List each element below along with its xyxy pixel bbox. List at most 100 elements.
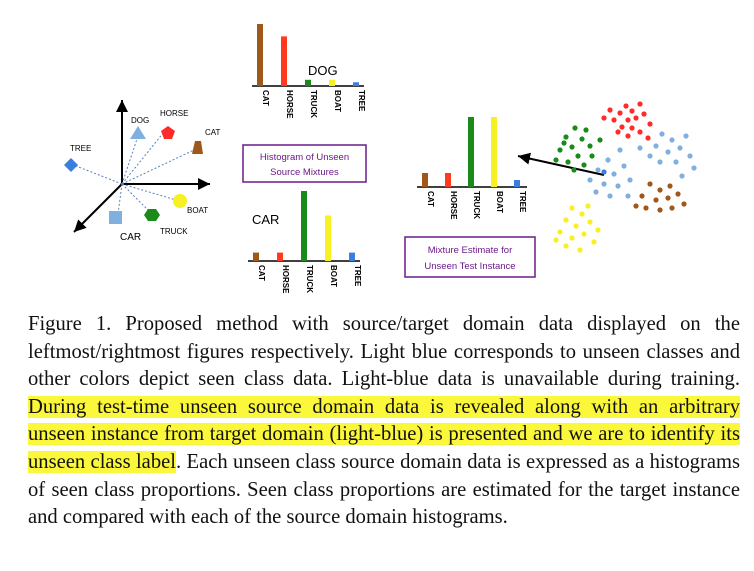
scatter-point-lightblue bbox=[615, 183, 621, 189]
scatter-point-green bbox=[561, 140, 567, 146]
scatter-point-green bbox=[563, 134, 569, 140]
scatter-point-lightblue bbox=[621, 163, 627, 169]
scatter-point-lightblue bbox=[669, 137, 675, 143]
histogram_bottom-bar-horse bbox=[277, 252, 283, 261]
scatter-point-lightblue bbox=[637, 145, 643, 151]
scatter-point-green bbox=[557, 147, 563, 153]
scatter-point-lightblue bbox=[677, 145, 683, 151]
scatter-point-lightblue bbox=[657, 159, 663, 165]
scatter-point-lightblue bbox=[607, 193, 613, 199]
scatter-point-brown bbox=[665, 195, 671, 201]
scatter-point-green bbox=[572, 125, 578, 131]
scatter-point-red bbox=[645, 135, 651, 141]
vector-boat bbox=[121, 183, 177, 201]
histogram-dog-title: DOG bbox=[308, 63, 338, 78]
label-dog: DOG bbox=[131, 116, 149, 125]
scatter-point-red bbox=[641, 111, 647, 117]
histogram_top-bar-truck bbox=[305, 79, 311, 86]
scatter-point-green bbox=[583, 127, 589, 133]
histogram_bottom-bar-truck bbox=[301, 191, 307, 261]
target-instance-arrow bbox=[517, 152, 605, 176]
scatter-point-yellow bbox=[569, 235, 575, 241]
scatter-point-lightblue bbox=[673, 159, 679, 165]
scatter-point-green bbox=[587, 143, 593, 149]
histogram_right-tick-cat: CAT bbox=[426, 191, 435, 207]
histogram_top-tick-boat: BOAT bbox=[333, 90, 342, 112]
scatter-point-lightblue bbox=[627, 177, 633, 183]
source-mixtures-line1: Histogram of Unseen bbox=[260, 152, 349, 163]
scatter-point-yellow bbox=[579, 211, 585, 217]
scatter-point-lightblue bbox=[659, 131, 665, 137]
scatter-point-yellow bbox=[563, 217, 569, 223]
label-tree: TREE bbox=[70, 144, 91, 153]
scatter-point-lightblue bbox=[593, 189, 599, 195]
scatter-point-green bbox=[581, 162, 587, 168]
histogram_right-tick-horse: HORSE bbox=[449, 191, 458, 220]
truck-hexagon-icon bbox=[144, 209, 160, 221]
target-estimate-box-frame bbox=[404, 236, 536, 278]
histogram_bottom-tick-boat: BOAT bbox=[329, 265, 338, 287]
scatter-point-green bbox=[571, 167, 577, 173]
scatter-point-green bbox=[589, 153, 595, 159]
histogram_right-tick-truck: TRUCK bbox=[472, 191, 481, 219]
histogram-car: CAR CAT HORSE TRUCK BOAT TREE bbox=[248, 191, 362, 294]
histogram_bottom-bar-tree bbox=[349, 252, 355, 261]
scatter-point-red bbox=[601, 115, 607, 121]
histogram-target-estimate: CAT HORSE TRUCK BOAT TREE bbox=[417, 117, 527, 220]
scatter-point-green bbox=[553, 157, 559, 163]
figure-illustration: TREE DOG HORSE CAT BOAT TRUCK CAR DOG CA… bbox=[64, 24, 697, 294]
scatter-point-brown bbox=[681, 201, 687, 207]
scatter-point-brown bbox=[633, 203, 639, 209]
histogram_bottom-tick-horse: HORSE bbox=[281, 265, 290, 294]
scatter-point-brown bbox=[667, 183, 673, 189]
histogram_bottom-bar-boat bbox=[325, 215, 331, 261]
histogram_top-tick-truck: TRUCK bbox=[309, 90, 318, 118]
scatter-point-green bbox=[579, 136, 585, 142]
axis-down bbox=[73, 183, 123, 233]
scatter-point-yellow bbox=[591, 239, 597, 245]
scatter-point-red bbox=[617, 110, 623, 116]
scatter-point-yellow bbox=[595, 227, 601, 233]
scatter-point-red bbox=[647, 121, 653, 127]
scatter-point-green bbox=[569, 144, 575, 150]
scatter-point-yellow bbox=[587, 219, 593, 225]
scatter-point-red bbox=[619, 124, 625, 130]
scatter-point-yellow bbox=[581, 231, 587, 237]
histogram_bottom-bar-cat bbox=[253, 252, 259, 261]
histogram_right-tick-tree: TREE bbox=[518, 191, 527, 213]
scatter-point-lightblue bbox=[587, 177, 593, 183]
scatter-point-lightblue bbox=[595, 167, 601, 173]
scatter-point-lightblue bbox=[601, 181, 607, 187]
label-truck: TRUCK bbox=[160, 227, 188, 236]
histogram_top-tick-cat: CAT bbox=[261, 90, 270, 106]
scatter-point-lightblue bbox=[683, 133, 689, 139]
scatter-point-red bbox=[637, 129, 643, 135]
scatter-point-green bbox=[575, 153, 581, 159]
cat-shape-icon bbox=[192, 141, 203, 154]
label-car: CAR bbox=[120, 232, 141, 243]
caption-part1: Figure 1. Proposed method with source/ta… bbox=[28, 313, 740, 391]
scatter-point-lightblue bbox=[665, 149, 671, 155]
vector-truck bbox=[121, 183, 151, 213]
scatter-point-red bbox=[615, 129, 621, 135]
scatter-point-red bbox=[623, 103, 629, 109]
histogram-car-title: CAR bbox=[252, 212, 279, 227]
target-estimate-line2: Unseen Test Instance bbox=[424, 261, 515, 272]
scatter-point-brown bbox=[669, 205, 675, 211]
scatter-point-brown bbox=[653, 197, 659, 203]
histogram_bottom-tick-cat: CAT bbox=[257, 265, 266, 281]
histogram_right-bar-truck bbox=[468, 117, 474, 187]
label-cat: CAT bbox=[205, 128, 221, 137]
vector-car bbox=[117, 183, 123, 215]
scatter-point-red bbox=[629, 108, 635, 114]
vector-tree bbox=[75, 165, 123, 185]
scatter-point-red bbox=[633, 115, 639, 121]
histogram_right-bar-horse bbox=[445, 173, 451, 187]
scatter-point-yellow bbox=[563, 243, 569, 249]
vector-cat bbox=[121, 149, 195, 185]
boat-circle-icon bbox=[173, 194, 187, 208]
left-embedding-plot: TREE DOG HORSE CAT BOAT TRUCK CAR bbox=[64, 100, 221, 243]
scatter-point-yellow bbox=[557, 229, 563, 235]
scatter-point-red bbox=[625, 117, 631, 123]
scatter-point-lightblue bbox=[679, 173, 685, 179]
